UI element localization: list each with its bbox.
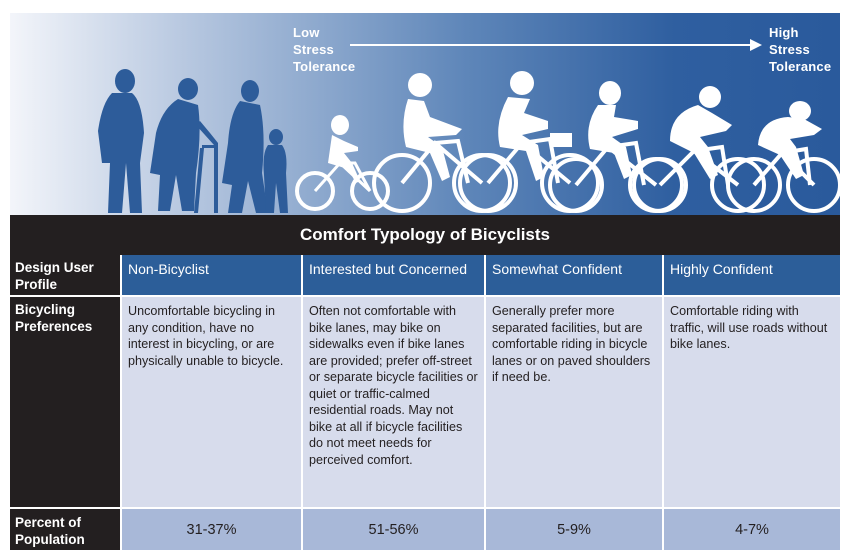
child-cyclist-silhouette — [295, 115, 390, 211]
table-row-design-user-profile: Design User Profile Non-Bicyclist Intere… — [10, 255, 840, 295]
elderly-man-silhouette — [98, 69, 144, 213]
stress-tolerance-banner: Low Stress Tolerance High Stress Toleran… — [10, 13, 840, 215]
high-stress-text: High Stress Tolerance — [769, 25, 832, 74]
low-stress-text: Low Stress Tolerance — [293, 25, 356, 74]
stress-arrow-icon — [350, 39, 762, 51]
road-cyclist-silhouette — [632, 86, 766, 213]
preferences-interested-but-concerned: Often not comfortable with bike lanes, m… — [301, 295, 484, 507]
bicyclist-typology-figure: Low Stress Tolerance High Stress Toleran… — [10, 13, 840, 550]
row-label-percent-of-population: Percent of Population — [10, 507, 120, 550]
percent-interested-but-concerned: 51-56% — [301, 507, 484, 550]
percent-non-bicyclist: 31-37% — [120, 507, 301, 550]
low-stress-tolerance-label: Low Stress Tolerance — [293, 24, 355, 75]
preferences-non-bicyclist: Uncomfortable bicycling in any condition… — [120, 295, 301, 507]
basket-cyclist-silhouette — [458, 71, 600, 213]
profile-interested-but-concerned: Interested but Concerned — [301, 255, 484, 295]
preferences-highly-confident: Comfortable riding with traffic, will us… — [662, 295, 840, 507]
table-row-bicycling-preferences: Bicycling Preferences Uncomfortable bicy… — [10, 295, 840, 507]
row-label-design-user-profile: Design User Profile — [10, 255, 120, 295]
casual-cyclist-silhouette — [372, 73, 512, 213]
figure-title: Comfort Typology of Bicyclists — [10, 215, 840, 255]
percent-highly-confident: 4-7% — [662, 507, 840, 550]
row-label-bicycling-preferences: Bicycling Preferences — [10, 295, 120, 507]
percent-somewhat-confident: 5-9% — [484, 507, 662, 550]
figure-title-text: Comfort Typology of Bicyclists — [300, 225, 550, 244]
pedestrian-silhouettes — [98, 69, 288, 213]
racing-cyclist-silhouette — [726, 101, 840, 213]
profile-non-bicyclist: Non-Bicyclist — [120, 255, 301, 295]
profile-somewhat-confident: Somewhat Confident — [484, 255, 662, 295]
bicyclist-silhouettes-illustration — [98, 39, 840, 213]
woman-with-walker-silhouette — [150, 78, 218, 213]
cyclist-silhouettes — [295, 71, 840, 213]
high-stress-tolerance-label: High Stress Tolerance — [769, 24, 831, 75]
preferences-somewhat-confident: Generally prefer more separated faciliti… — [484, 295, 662, 507]
table-row-percent-of-population: Percent of Population 31-37% 51-56% 5-9%… — [10, 507, 840, 550]
profile-highly-confident: Highly Confident — [662, 255, 840, 295]
adult-with-child-silhouette — [222, 80, 288, 213]
